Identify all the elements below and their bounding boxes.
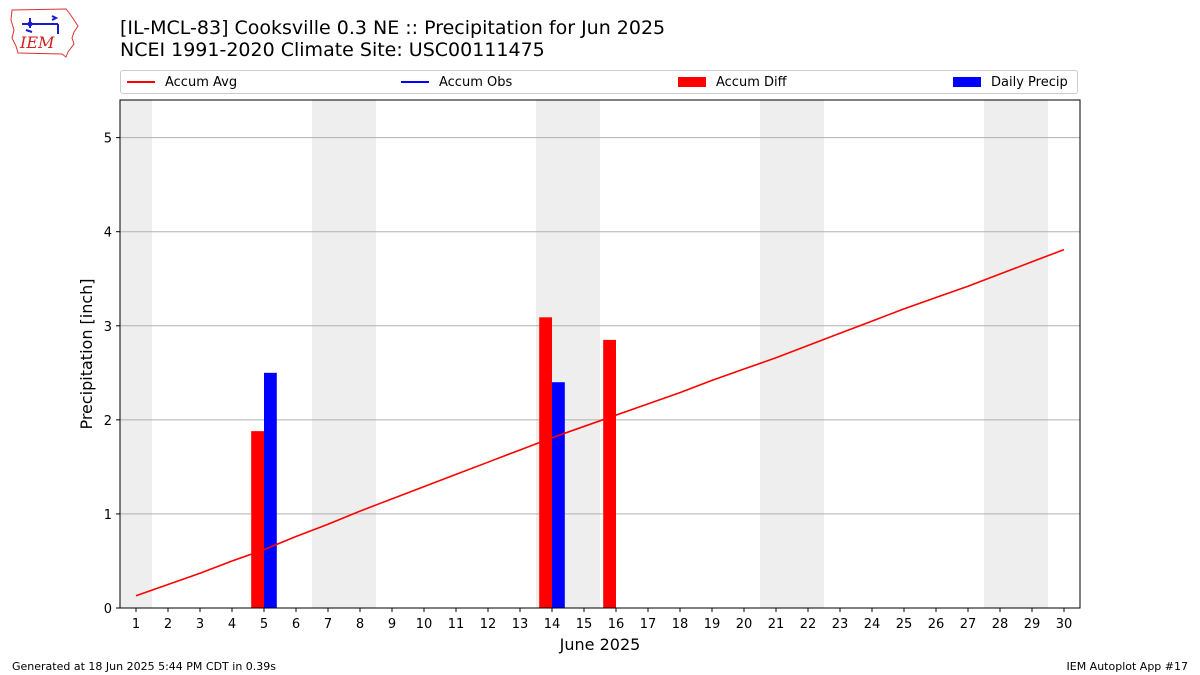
x-tick-label: 5	[260, 617, 268, 632]
chart-legend: Accum Avg Accum Obs Accum Diff Daily Pre…	[120, 70, 1078, 94]
x-tick-label: 7	[324, 617, 332, 632]
x-tick-label: 1	[132, 617, 140, 632]
gridline-layer	[120, 137, 1080, 515]
legend-item-accum-diff: Accum Diff	[678, 71, 787, 93]
bar-daily-precip	[264, 372, 277, 608]
legend-item-daily-precip: Daily Precip	[953, 71, 1068, 93]
x-tick-label: 30	[1056, 617, 1073, 632]
y-tick-label: 1	[104, 508, 112, 523]
y-axis-label: Precipitation [inch]	[77, 278, 96, 429]
bar-accum-diff	[251, 431, 264, 608]
bar-daily-precip	[552, 382, 565, 608]
x-tick-label: 22	[800, 617, 817, 632]
x-tick-label: 17	[640, 617, 657, 632]
weekend-shade-0	[120, 100, 152, 608]
x-tick-label: 23	[832, 617, 849, 632]
logo-text: IEM	[19, 33, 55, 52]
y-tick-label: 4	[104, 226, 112, 241]
x-tick-label: 14	[544, 617, 561, 632]
line-layer	[135, 248, 1065, 597]
bar-accum-diff	[539, 317, 552, 608]
generated-timestamp: Generated at 18 Jun 2025 5:44 PM CDT in …	[12, 660, 277, 673]
y-tick-label: 5	[104, 132, 112, 147]
legend-item-accum-avg: Accum Avg	[127, 71, 237, 93]
bar-accum-diff	[603, 339, 616, 608]
weekend-shade-4	[984, 100, 1048, 608]
x-tick-label: 9	[388, 617, 396, 632]
legend-item-accum-obs: Accum Obs	[401, 71, 512, 93]
x-tick-label: 2	[164, 617, 172, 632]
x-tick-label: 28	[992, 617, 1009, 632]
x-tick-label: 12	[480, 617, 497, 632]
app-credit: IEM Autoplot App #17	[1066, 660, 1189, 673]
title-line-1: [IL-MCL-83] Cooksville 0.3 NE :: Precipi…	[120, 17, 666, 39]
iem-logo: IEM	[10, 8, 79, 58]
x-tick-label: 24	[864, 617, 881, 632]
plot-frame	[119, 99, 1081, 609]
legend-swatch-accum-obs	[401, 81, 429, 83]
legend-label-accum-obs: Accum Obs	[439, 74, 513, 90]
x-tick-label: 18	[672, 617, 689, 632]
x-tick-label: 25	[896, 617, 913, 632]
x-tick-label: 8	[356, 617, 364, 632]
weekend-shade-3	[760, 100, 824, 608]
legend-label-daily-precip: Daily Precip	[991, 74, 1068, 90]
x-tick-label: 11	[448, 617, 465, 632]
y-tick-label: 2	[104, 414, 112, 429]
x-axis-label: June 2025	[559, 635, 641, 654]
station-dot-icon	[27, 21, 33, 27]
legend-label-accum-diff: Accum Diff	[716, 74, 787, 90]
legend-swatch-daily-precip	[953, 77, 981, 87]
x-tick-label: 4	[228, 617, 236, 632]
x-tick-label: 29	[1024, 617, 1041, 632]
x-tick-label: 20	[736, 617, 753, 632]
iowa-outline-shape	[10, 8, 79, 58]
x-tick-label: 19	[704, 617, 721, 632]
y-tick-label: 0	[104, 602, 112, 617]
x-tick-label: 26	[928, 617, 945, 632]
line-accum-avg	[135, 248, 1065, 597]
legend-swatch-accum-avg	[127, 81, 155, 83]
legend-swatch-accum-diff	[678, 77, 706, 87]
legend-label-accum-avg: Accum Avg	[165, 74, 238, 90]
weekend-shade-1	[312, 100, 376, 608]
x-tick-label: 10	[416, 617, 433, 632]
chart-title: [IL-MCL-83] Cooksville 0.3 NE :: Precipi…	[120, 17, 665, 61]
x-tick-label: 16	[608, 617, 625, 632]
x-tick-label: 15	[576, 617, 593, 632]
x-tick-label: 6	[292, 617, 300, 632]
x-tick-label: 3	[196, 617, 204, 632]
x-tick-label: 27	[960, 617, 977, 632]
y-tick-label: 3	[104, 320, 112, 335]
title-line-2: NCEI 1991-2020 Climate Site: USC00111475	[120, 39, 545, 61]
x-tick-label: 21	[768, 617, 785, 632]
x-tick-label: 13	[512, 617, 529, 632]
